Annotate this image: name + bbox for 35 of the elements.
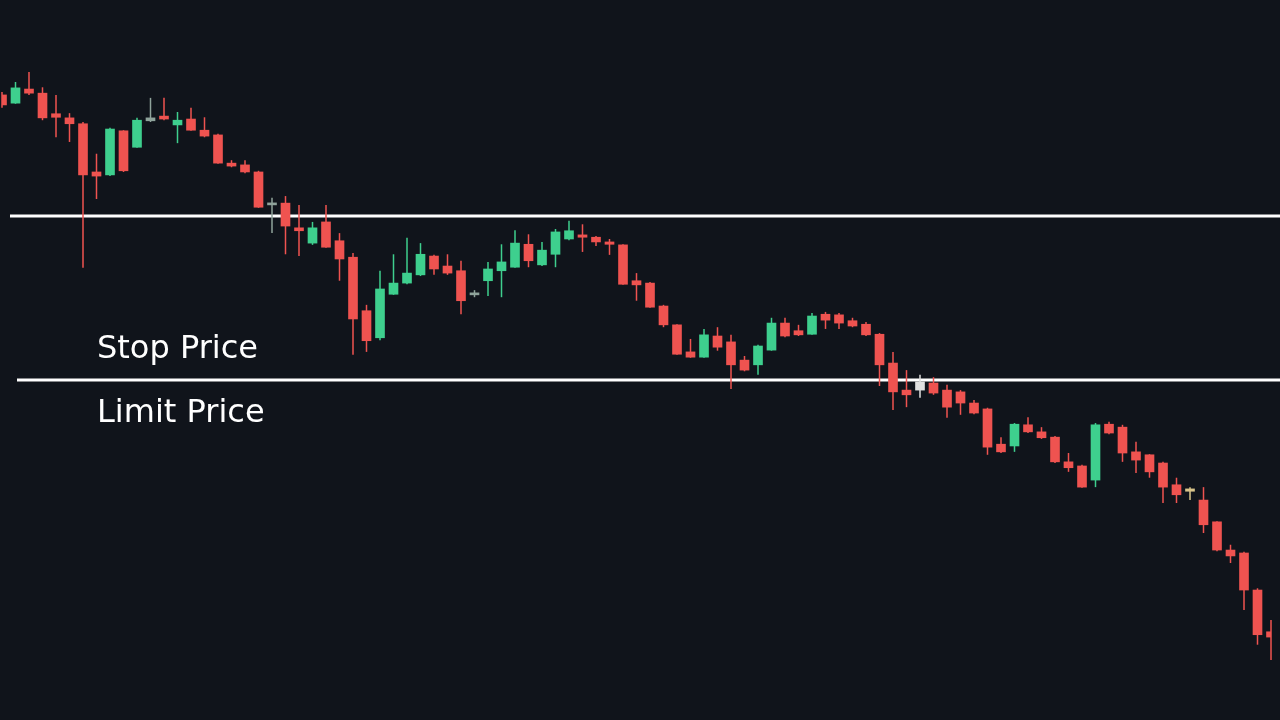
candlestick xyxy=(483,261,493,297)
candlestick xyxy=(685,338,696,359)
candlestick xyxy=(564,220,574,241)
candlestick xyxy=(658,304,669,328)
candlestick xyxy=(388,253,399,296)
candlestick xyxy=(334,232,345,282)
candlestick xyxy=(307,221,318,246)
annotation: Limit Price xyxy=(97,392,265,431)
candlestick xyxy=(51,94,61,139)
candlestick xyxy=(915,374,925,399)
candlestick xyxy=(1077,464,1087,489)
ref-line-label: Stop Price xyxy=(97,328,258,367)
candlestick xyxy=(780,317,790,338)
candlestick xyxy=(523,233,534,268)
candlestick xyxy=(753,344,763,376)
candlestick xyxy=(1144,453,1155,479)
candlestick xyxy=(631,272,642,302)
candlestick xyxy=(550,228,561,268)
candlestick xyxy=(186,107,196,132)
candlestick xyxy=(294,204,304,257)
candlestick xyxy=(402,237,412,286)
candlestick xyxy=(1131,441,1141,474)
candlestick xyxy=(699,328,709,359)
candlestick xyxy=(429,254,439,276)
candlestick xyxy=(280,195,291,256)
candlestick xyxy=(415,242,426,277)
candlestick xyxy=(1171,476,1182,504)
candlestick xyxy=(1185,486,1195,501)
candlestick xyxy=(577,223,588,253)
candlestick xyxy=(726,334,736,390)
candlestick xyxy=(942,384,952,419)
candlestick xyxy=(712,326,723,352)
candlestick xyxy=(807,312,817,336)
candlestick xyxy=(1009,422,1020,453)
candlestick xyxy=(537,241,547,267)
